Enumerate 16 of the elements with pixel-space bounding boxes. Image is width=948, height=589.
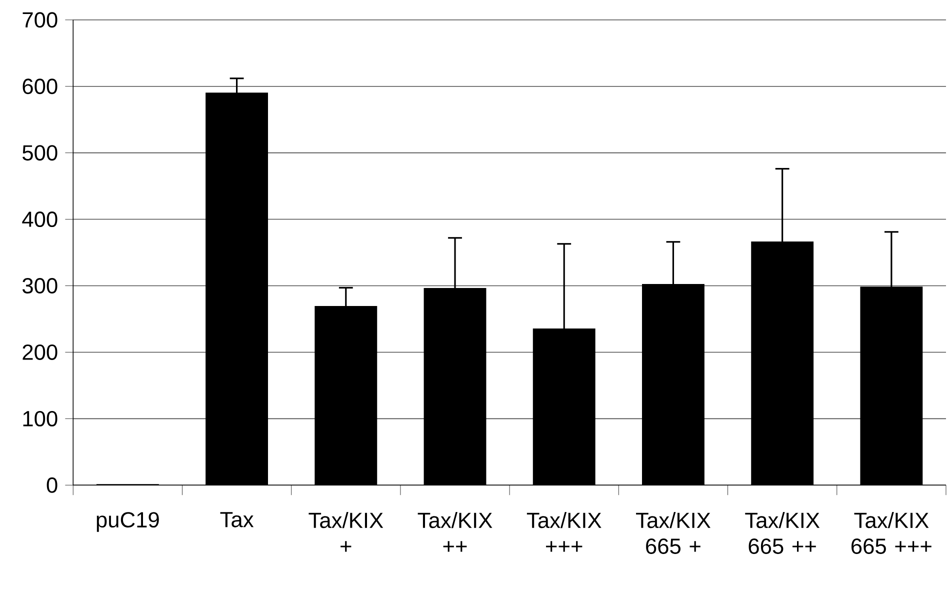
y-tick-label: 700 xyxy=(22,12,58,28)
x-tick-label: Tax/KIX + xyxy=(308,512,384,552)
y-tick-label: 200 xyxy=(22,344,58,360)
y-tick-label: 100 xyxy=(23,411,58,427)
x-tick-label: puC19 xyxy=(96,512,159,532)
y-tick-label: 300 xyxy=(22,278,58,294)
y-tick-label: 600 xyxy=(22,78,58,94)
x-tick-label: Tax/KIX ++ xyxy=(418,512,492,552)
x-tick-label: Tax/KIX 665 + xyxy=(636,512,710,554)
x-tick-label: Tax/KIX 665 +++ xyxy=(852,512,932,554)
x-tick-label: Tax xyxy=(220,512,254,528)
y-tick-label: 0 xyxy=(46,478,58,494)
y-tick-label: 500 xyxy=(22,145,58,161)
x-tick-label: Tax/KIX 665 ++ xyxy=(745,512,820,554)
x-tick-label: Tax/KIX +++ xyxy=(526,512,602,552)
y-tick-label: 400 xyxy=(22,212,58,228)
